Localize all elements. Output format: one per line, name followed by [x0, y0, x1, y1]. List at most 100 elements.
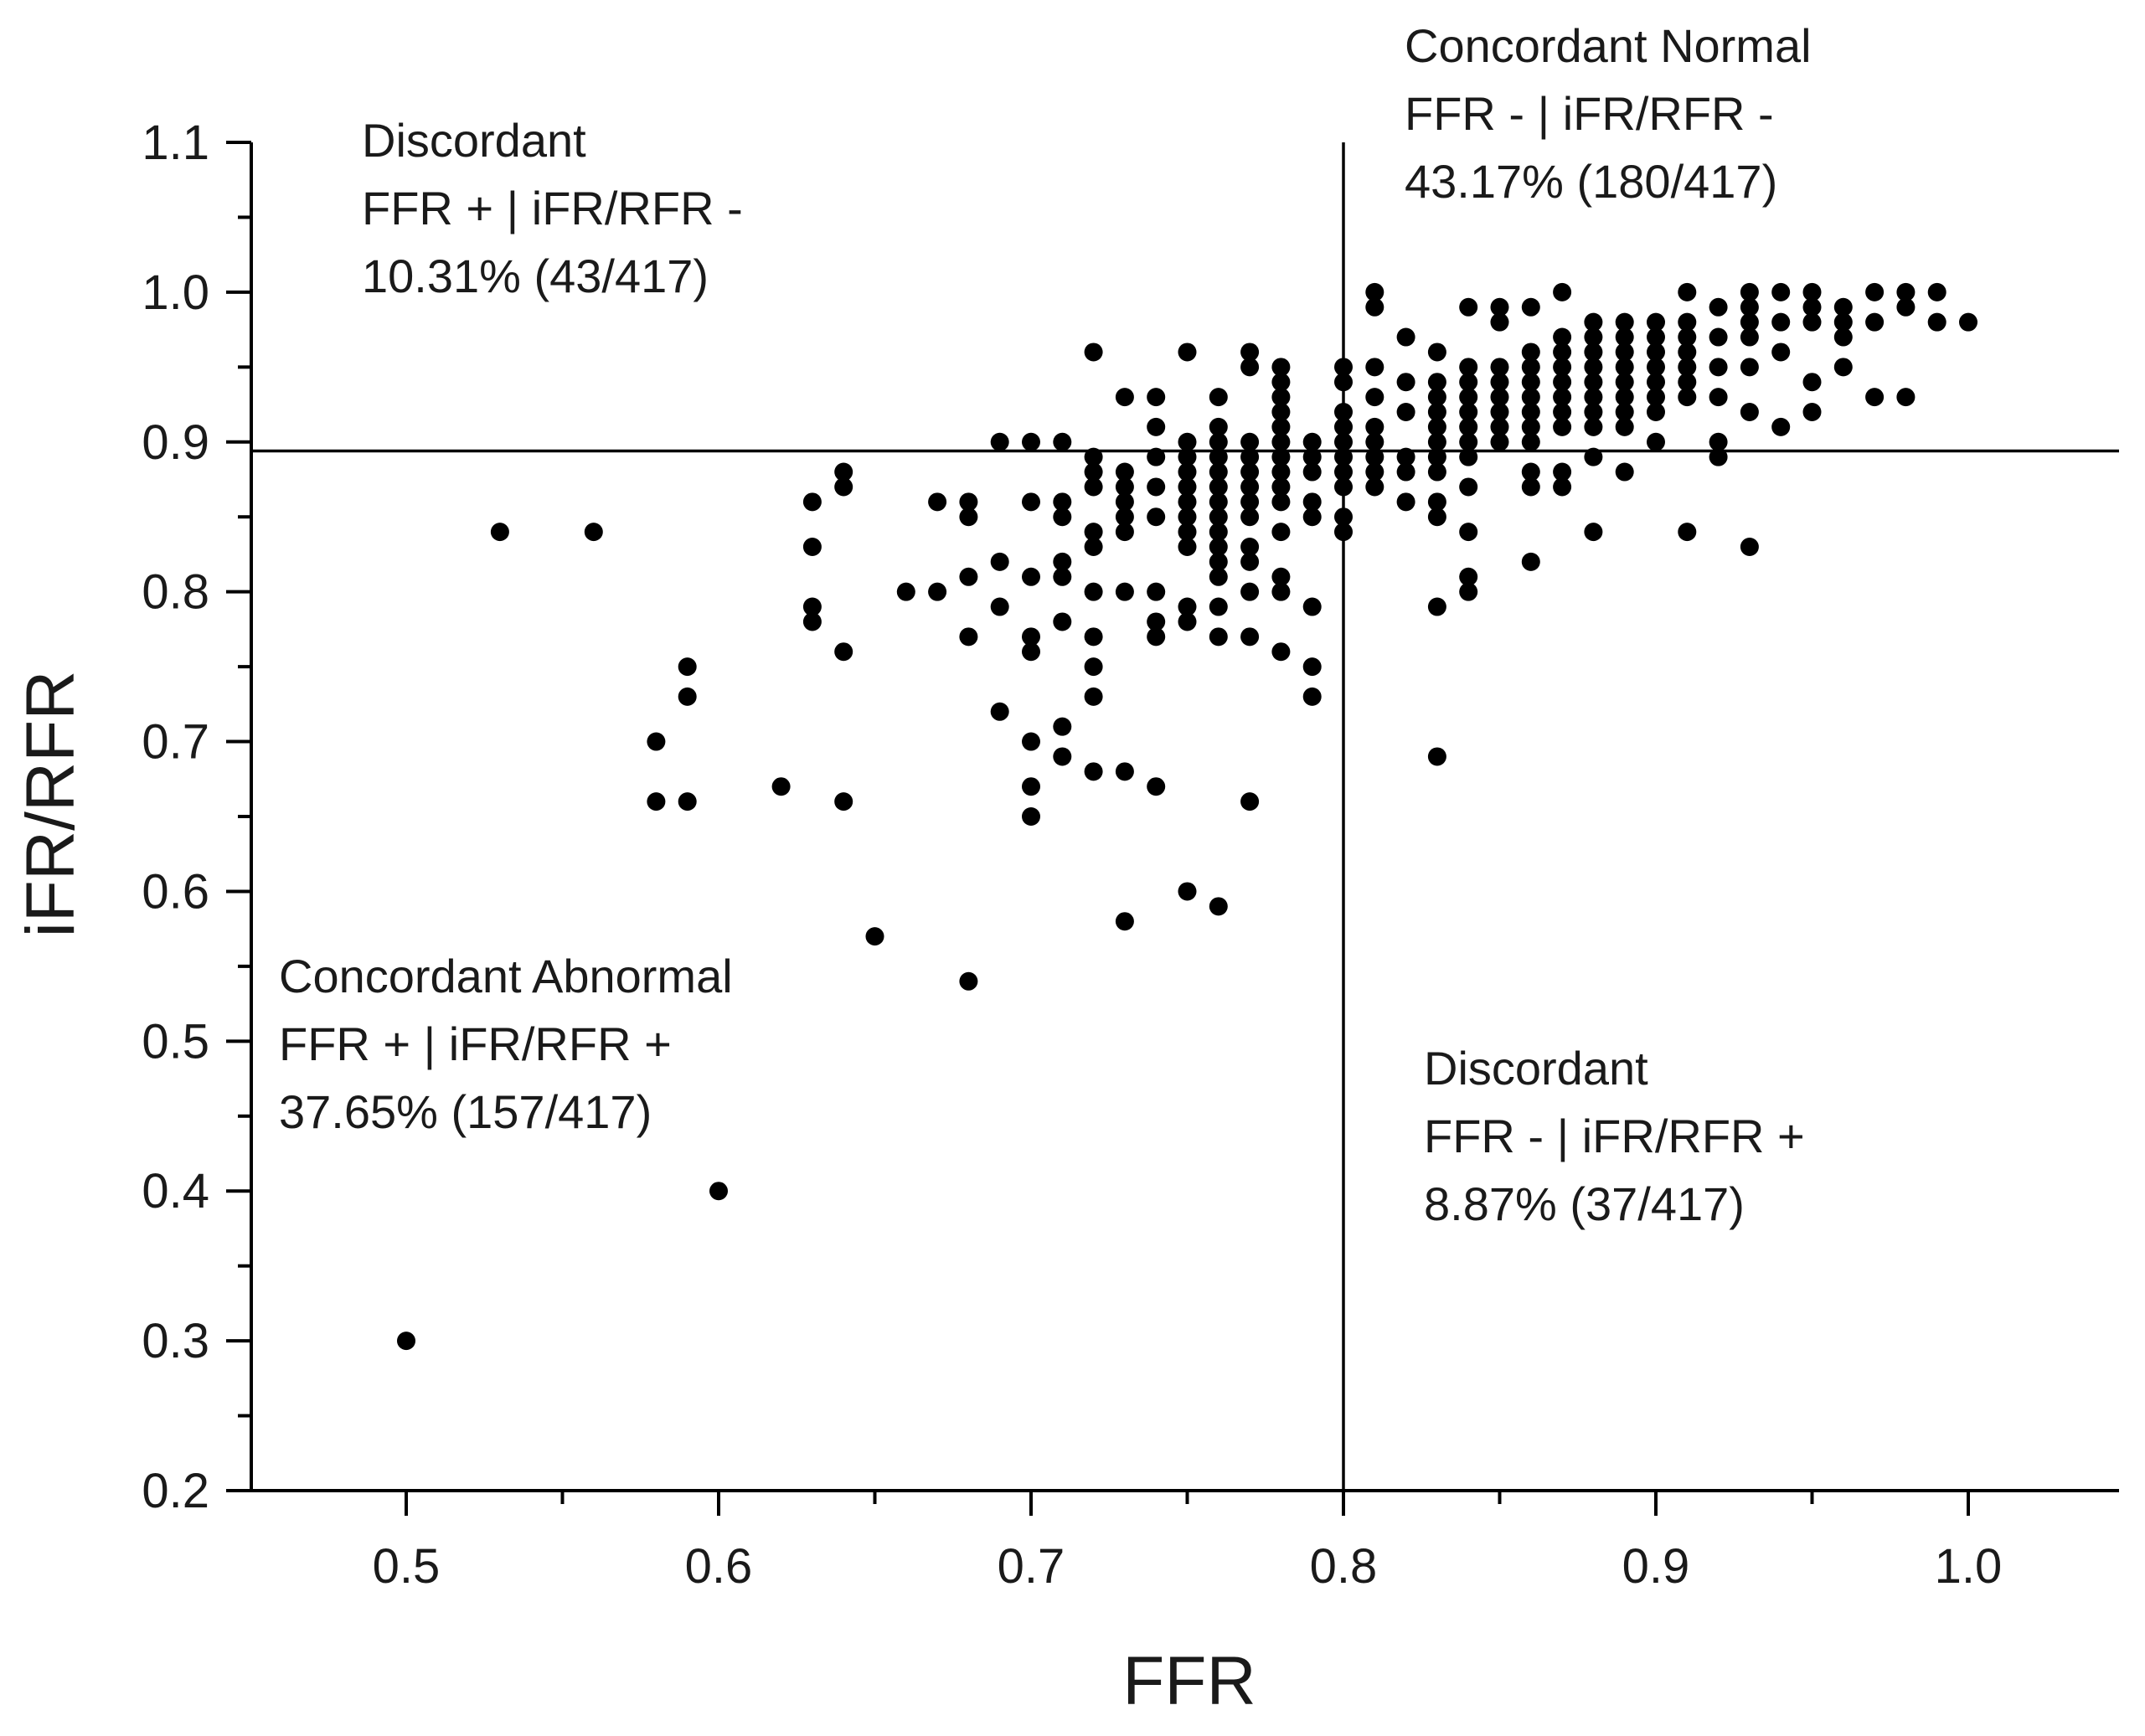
data-point	[1459, 388, 1478, 407]
data-point	[1490, 403, 1509, 421]
data-point	[1521, 358, 1540, 377]
data-point	[1615, 462, 1634, 482]
y-tick-label: 0.5	[142, 1014, 209, 1069]
quadrant-condition: FFR + | iFR/RFR +	[279, 1017, 672, 1070]
data-point	[834, 642, 853, 662]
data-point	[1209, 477, 1228, 497]
points-layer	[397, 282, 1977, 1351]
data-point	[1647, 432, 1665, 451]
data-point	[1365, 388, 1384, 407]
data-point	[1053, 747, 1072, 766]
data-point	[1553, 343, 1572, 362]
data-point	[1240, 627, 1260, 646]
data-point	[1896, 388, 1916, 407]
data-point	[1147, 417, 1166, 436]
data-point	[1553, 403, 1572, 421]
data-point	[1084, 523, 1103, 542]
data-point	[1178, 597, 1197, 616]
data-point	[802, 492, 822, 512]
data-point	[1240, 507, 1260, 527]
data-point	[1053, 492, 1072, 512]
data-point	[1678, 358, 1697, 377]
data-point	[1115, 912, 1134, 931]
data-point	[1427, 492, 1446, 512]
data-point	[1802, 282, 1822, 301]
data-point	[1396, 327, 1415, 347]
data-point	[1521, 343, 1540, 362]
data-point	[1740, 297, 1759, 317]
data-point	[1553, 477, 1572, 497]
data-point	[1584, 388, 1603, 407]
data-point	[1115, 582, 1134, 601]
data-point	[1240, 582, 1260, 601]
data-point	[959, 567, 978, 586]
data-point	[1209, 462, 1228, 482]
x-tick-label: 0.6	[685, 1539, 753, 1594]
data-point	[1053, 567, 1072, 586]
data-point	[990, 597, 1009, 616]
data-point	[1365, 282, 1384, 301]
data-point	[1459, 358, 1478, 377]
y-tick-label: 0.3	[142, 1314, 209, 1368]
quadrant-label: Discordant	[1424, 1042, 1648, 1095]
data-point	[1209, 567, 1228, 586]
data-point	[1302, 462, 1322, 482]
data-point	[1022, 807, 1040, 826]
data-point	[1521, 388, 1540, 407]
data-point	[1271, 373, 1291, 392]
data-point	[1615, 388, 1634, 407]
data-point	[1084, 462, 1103, 482]
data-point	[1178, 432, 1197, 451]
data-point	[1615, 327, 1634, 347]
data-point	[1178, 462, 1197, 482]
data-point	[1209, 388, 1228, 407]
data-point	[1209, 432, 1228, 451]
data-point	[1490, 373, 1509, 392]
data-point	[1147, 507, 1166, 527]
data-point	[1802, 373, 1822, 392]
data-point	[1365, 477, 1384, 497]
data-point	[1459, 523, 1478, 542]
data-point	[1490, 312, 1509, 332]
quadrant-condition: FFR - | iFR/RFR -	[1405, 87, 1774, 140]
data-point	[1178, 343, 1197, 362]
data-point	[1209, 523, 1228, 542]
data-point	[1584, 343, 1603, 362]
data-point	[1427, 432, 1446, 451]
data-point	[1427, 597, 1446, 616]
data-point	[678, 792, 697, 811]
data-point	[928, 492, 947, 512]
data-point	[1115, 388, 1134, 407]
data-point	[1178, 507, 1197, 527]
data-point	[1115, 523, 1134, 542]
data-point	[1459, 582, 1478, 601]
data-point	[1302, 597, 1322, 616]
data-point	[1490, 388, 1509, 407]
quadrant-percentage: 37.65% (157/417)	[279, 1085, 652, 1138]
data-point	[1459, 432, 1478, 451]
data-point	[1740, 403, 1759, 421]
data-point	[1427, 403, 1446, 421]
quadrant-top-left: Discordant FFR + | iFR/RFR - 10.31% (43/…	[362, 114, 743, 302]
data-point	[1271, 642, 1291, 662]
quadrant-condition: FFR - | iFR/RFR +	[1424, 1110, 1805, 1162]
data-point	[584, 523, 603, 542]
data-point	[959, 492, 978, 512]
data-point	[1209, 897, 1228, 916]
data-point	[1365, 297, 1384, 317]
data-point	[1896, 282, 1916, 301]
x-axis-title: FFR	[1122, 1643, 1256, 1719]
data-point	[1427, 417, 1446, 436]
quadrant-percentage: 10.31% (43/417)	[362, 250, 709, 302]
data-point	[834, 462, 853, 482]
data-point	[678, 657, 697, 677]
data-point	[1147, 388, 1166, 407]
y-tick-label: 0.9	[142, 415, 209, 470]
data-point	[1302, 687, 1322, 706]
data-point	[1302, 492, 1322, 512]
data-point	[1396, 373, 1415, 392]
data-point	[1802, 297, 1822, 317]
data-point	[1615, 358, 1634, 377]
data-point	[1147, 612, 1166, 631]
data-point	[1647, 312, 1665, 332]
